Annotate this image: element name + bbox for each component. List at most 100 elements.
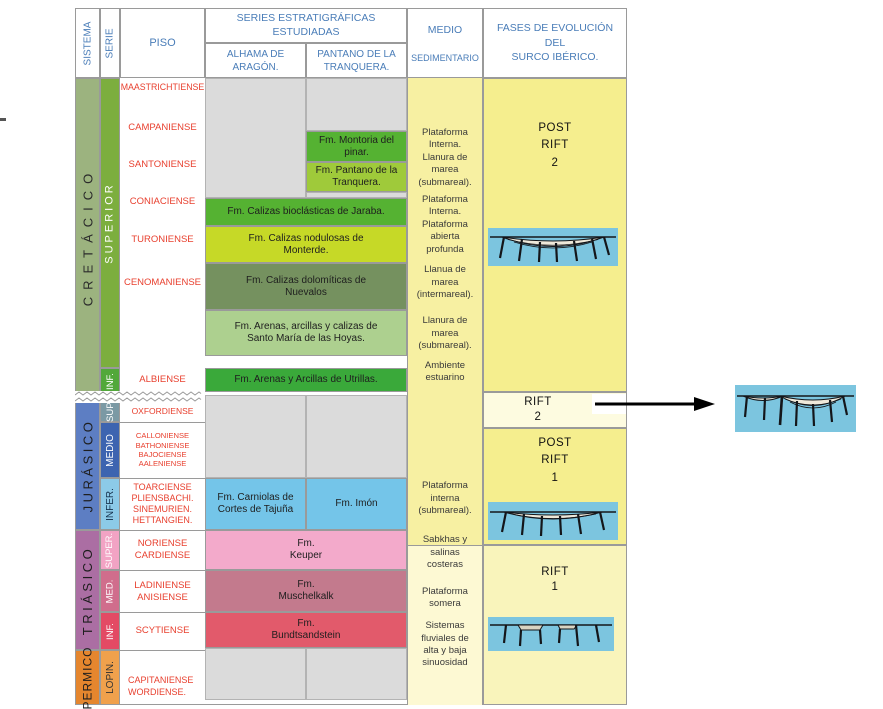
empty-box-pantano-cret [306,78,407,131]
fase-rift-1-label: RIFT 1 [483,560,627,600]
medio-llanura-intermareal: Llanua de marea (intermareal). [407,263,483,303]
stage-scytiense: SCYTIENSE [120,624,205,638]
header-series-estudiadas-label: SERIES ESTRATIGRÁFICAS ESTUDIADAS [236,11,376,38]
medio-column-upper [407,78,483,545]
stage-jur-inf-group-label: TOARCIENSE PLIENSBACHI. SINEMURIEN. HETT… [131,481,194,526]
medio-m1-label: Plataforma Interna. Llanura de marea (su… [418,127,472,188]
header-serie-label: SERIE [104,27,116,59]
fm-utrillas: Fm. Arenas y Arcillas de Utrillas. [205,368,407,392]
header-pantano-label: PANTANO DE LA TRANQUERA. [317,48,396,73]
fm-nuevalos: Fm. Calizas dolomíticas de Nuevalos [205,263,407,310]
fm-muschelkalk-label: Fm. Muschelkalk [278,579,334,602]
medio-m7-label: Sabkhas y salinas costeras [422,534,468,571]
serie-tri-med-label: MED. [104,579,116,603]
serie-jur-sup-label: SUP. [104,400,116,422]
stage-turoniense-label: TURONIENSE [131,234,194,246]
fm-carniolas-label: Fm. Carniolas de Cortes de Tajuña [217,492,294,515]
sistema-triasico: TRIÁSICO [75,530,100,650]
sistema-cretacico: CRETÁCICO [75,78,100,394]
medio-plataforma-abierta: Plataforma Interna. Plataforma abierta p… [407,193,483,257]
fase-rift-2-label: RIFT 2 [483,392,593,428]
fm-montoria: Fm. Montoria del pinar. [306,131,407,162]
stage-per-group-label: CAPITANIENSE WORDIENSE. [128,675,194,697]
stage-turoniense: TURONIENSE [120,233,205,247]
stage-tri-med-group-label: LADINIENSE ANISIENSE [134,580,191,603]
fm-imon: Fm. Imón [306,478,407,530]
stage-santoniense: SANTONIENSE [120,158,205,172]
sistema-jurasico: JURÁSICO [75,400,100,530]
header-serie: SERIE [100,8,120,78]
row-line [120,570,205,571]
serie-tri-super-label: SUPER. [104,532,116,568]
row-line [120,422,205,423]
stage-tri-sup-group: NORIENSE CARDIENSE [120,536,205,564]
row-line [120,650,205,651]
postrift2-basin-diagram [488,228,618,266]
empty-box-pantano-jur [306,395,407,478]
sistema-triasico-label: TRIÁSICO [80,545,95,635]
stage-coniaciense: CONIACIENSE [120,195,205,209]
rift1-fault-diagram [488,617,614,651]
serie-per-lopin-label: LOPIN. [104,661,116,694]
medio-m5-label: Ambiente estuarino [424,359,466,383]
serie-jur-medio-label: MEDIO [104,433,116,467]
header-sistema: SISTEMA [75,8,100,78]
fm-jaraba-label: Fm. Calizas bioclásticas de Jaraba. [227,206,385,217]
serie-cret-inf-label: INF. [104,372,116,390]
stage-oxfordiense: OXFORDIENSE [120,404,205,418]
fase-post-rift-1-label: POST RIFT 1 [483,433,627,489]
fm-santamaria: Fm. Arenas, arcillas y calizas de Santo … [205,310,407,356]
serie-per-lopin: LOPIN. [100,650,120,705]
serie-jur-infer: INFER. [100,478,120,530]
stage-coniaciense-label: CONIACIENSE [129,196,196,208]
rift2-arrow [595,397,715,411]
fm-bundtsandstein-label: Fm. Bundtsandstein [271,618,341,641]
stage-jur-medio-group: CALLONIENSE BATHONIENSE BAJOCIENSE AALEN… [120,427,205,473]
header-alhama: ALHAMA DE ARAGÓN. [205,43,306,78]
fm-jaraba: Fm. Calizas bioclásticas de Jaraba. [205,198,407,226]
serie-tri-inf-label: INF. [104,622,116,640]
stage-campaniense: CAMPANIENSE [120,121,205,135]
header-medio-line2: SEDIMENTARIO [411,52,479,63]
fm-bundtsandstein: Fm. Bundtsandstein [205,612,407,648]
header-pantano: PANTANO DE LA TRANQUERA. [306,43,407,78]
fm-carniolas: Fm. Carniolas de Cortes de Tajuña [205,478,306,530]
medio-m2-label: Plataforma Interna. Plataforma abierta p… [422,194,468,255]
stage-jur-inf-group: TOARCIENSE PLIENSBACHI. SINEMURIEN. HETT… [120,480,205,528]
fase-rift-2-text: RIFT 2 [524,396,552,423]
fm-keuper: Fm. Keuper [205,530,407,570]
stage-campaniense-label: CAMPANIENSE [128,122,197,134]
stage-santoniense-label: SANTONIENSE [128,159,197,171]
empty-box-alhama-cret [205,78,306,198]
header-fases-label: FASES DE EVOLUCIÓN DEL SURCO IBÉRICO. [496,21,614,64]
stage-maastrichtiense: MAASTRICHTIENSE [120,80,205,94]
fm-pantano-tranquera-label: Fm. Pantano de la Tranquera. [315,165,398,188]
fm-keuper-label: Fm. Keuper [289,538,323,561]
serie-tri-super: SUPER. [100,530,120,570]
sistema-permico: PERMICO [75,646,100,709]
header-fases: FASES DE EVOLUCIÓN DEL SURCO IBÉRICO. [483,8,627,78]
fm-santamaria-label: Fm. Arenas, arcillas y calizas de Santo … [234,321,378,344]
medio-plataforma-interna-submareal: Plataforma interna (submareal). [407,478,483,520]
medio-m3-label: Llanua de marea (intermareal). [416,264,474,301]
serie-jur-sup: SUP. [100,400,120,422]
fase-post-rift-2-label: POST RIFT 2 [483,118,627,174]
header-series-estudiadas: SERIES ESTRATIGRÁFICAS ESTUDIADAS [205,8,407,43]
stage-scytiense-label: SCYTIENSE [135,625,190,637]
empty-box-pantano-gap [306,192,407,198]
stage-per-group: CAPITANIENSE WORDIENSE. [128,664,205,696]
header-medio: MEDIO SEDIMENTARIO [407,8,483,78]
empty-box-alhama-per [205,648,306,700]
sistema-permico-label: PERMICO [80,645,95,709]
serie-jur-infer-label: INFER. [104,487,116,521]
serie-cret-superior-label: SUPERIOR [104,182,116,264]
medio-llanura-submareal: Llanura de marea (submareal). [407,314,483,354]
stage-tri-sup-group-label: NORIENSE CARDIENSE [134,538,191,561]
medio-m6-label: Plataforma interna (submareal). [418,480,472,517]
medio-sabkhas: Sabkhas y salinas costeras [407,532,483,574]
stage-albiense: ALBIENSE [120,373,205,387]
fm-nuevalos-label: Fm. Calizas dolomíticas de Nuevalos [245,274,367,298]
row-line [120,478,205,479]
stage-cenomaniense-label: CENOMANIENSE [123,277,202,289]
